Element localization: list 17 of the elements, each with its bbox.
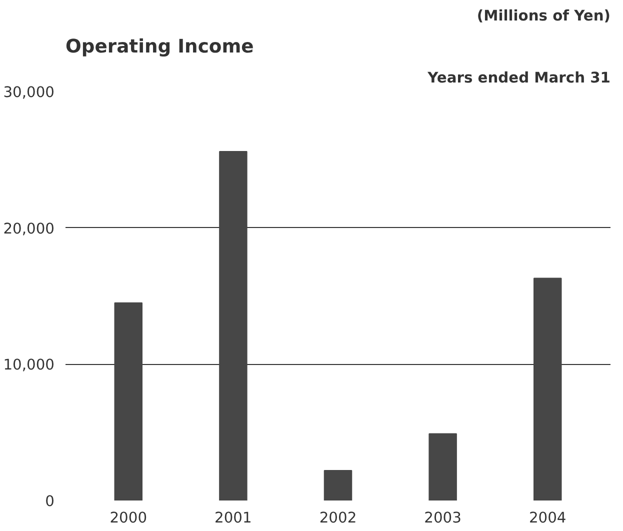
- bar: [428, 433, 457, 500]
- bar: [219, 150, 248, 500]
- y-tick-label: 10,000: [3, 356, 55, 374]
- chart-subtitle: Years ended March 31: [426, 70, 610, 86]
- x-tick-label: 2000: [110, 510, 148, 526]
- y-tick-label: 30,000: [3, 84, 55, 101]
- bar: [114, 302, 143, 500]
- y-tick-label: 20,000: [3, 220, 55, 238]
- x-tick-label: 2003: [424, 510, 462, 526]
- y-axis-title: (Millions of Yen): [476, 8, 611, 24]
- y-tick-label: 0: [45, 493, 55, 510]
- x-tick-label: 2001: [214, 510, 252, 526]
- chart-title: Operating Income: [66, 36, 254, 58]
- x-tick-label: 2002: [319, 510, 357, 526]
- bar: [533, 278, 562, 500]
- x-tick-label: 2004: [528, 510, 566, 526]
- bar: [324, 470, 352, 500]
